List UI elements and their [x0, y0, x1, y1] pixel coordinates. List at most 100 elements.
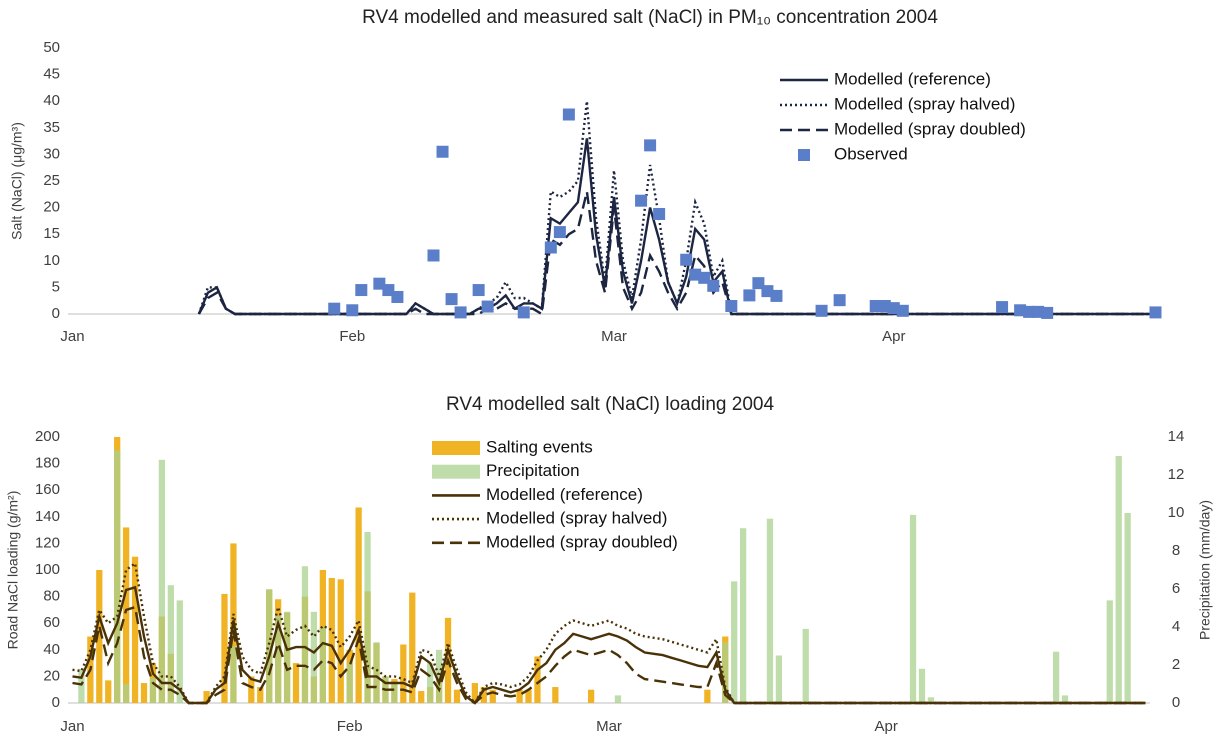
point: [833, 294, 846, 307]
y-tick-label: 15: [43, 225, 60, 242]
y-tick-label: 0: [52, 694, 60, 711]
legend-label: Observed: [834, 144, 908, 163]
x-tick-label: Jan: [60, 718, 84, 735]
x-tick-label: Feb: [337, 718, 363, 735]
point: [887, 302, 900, 315]
y-tick-label: 25: [43, 172, 60, 189]
point: [815, 304, 828, 317]
bar: [149, 678, 157, 703]
bar: [176, 600, 183, 703]
point: [743, 289, 756, 302]
plot: [72, 437, 1146, 706]
point: [553, 226, 566, 239]
y-tick-label: 50: [43, 39, 60, 56]
y-tick-label: 0: [52, 305, 60, 322]
bar: [203, 691, 210, 703]
point: [1023, 305, 1036, 318]
point: [707, 279, 720, 292]
point: [346, 304, 359, 317]
bar: [257, 687, 264, 703]
bar: [158, 459, 166, 703]
y2-tick-label: 8: [1172, 542, 1180, 559]
y-tick-label: 40: [43, 641, 60, 658]
y-tick-label: 180: [35, 455, 60, 472]
bar: [516, 689, 523, 703]
point: [653, 207, 666, 220]
legend-swatch: [432, 464, 480, 479]
bar: [918, 668, 926, 703]
y-tick-label: 30: [43, 145, 60, 162]
y-tick-label: 120: [35, 534, 60, 551]
y-axis-label: Salt (NaCl) (μg/m³): [9, 122, 25, 240]
y2-tick-label: 6: [1172, 580, 1180, 597]
y-tick-label: 20: [43, 667, 60, 684]
legend-label: Modelled (reference): [486, 485, 643, 504]
y2-tick-label: 0: [1172, 694, 1180, 711]
point: [1149, 306, 1162, 319]
bar: [248, 676, 255, 703]
point: [391, 290, 404, 303]
y2-tick-label: 12: [1168, 466, 1185, 483]
bar: [766, 518, 774, 703]
bar: [400, 644, 407, 703]
bar: [301, 566, 309, 703]
y-tick-label: 160: [35, 481, 60, 498]
y-tick-label: 45: [43, 66, 60, 83]
point: [1041, 306, 1054, 319]
x-tick-label: Apr: [882, 328, 905, 345]
bar: [427, 663, 434, 703]
y2-tick-label: 2: [1172, 656, 1180, 673]
point: [698, 271, 711, 284]
bar: [319, 627, 326, 703]
bar: [328, 577, 335, 703]
bar: [909, 514, 917, 703]
plot: [197, 101, 1162, 319]
point: [1014, 304, 1027, 317]
x-tick-label: Mar: [596, 718, 622, 735]
y-tick-label: 35: [43, 119, 60, 136]
legend-label: Precipitation: [486, 461, 580, 480]
point: [382, 284, 395, 297]
bar: [525, 689, 532, 703]
point: [445, 293, 458, 306]
y-tick-label: 100: [35, 561, 60, 578]
y-tick-label: 80: [43, 588, 60, 605]
x-tick-label: Mar: [601, 328, 627, 345]
bar: [453, 689, 461, 703]
bar: [140, 683, 148, 703]
bar: [480, 687, 487, 703]
bar: [552, 687, 559, 703]
bar: [587, 689, 595, 703]
bar: [534, 656, 541, 703]
point: [544, 241, 557, 254]
bar: [230, 646, 237, 703]
y2-tick-label: 4: [1172, 618, 1180, 635]
point: [373, 277, 386, 290]
bar: [364, 532, 371, 703]
point: [752, 277, 765, 290]
point: [328, 302, 341, 315]
y-tick-label: 60: [43, 614, 60, 631]
bar: [346, 663, 353, 703]
bar: [722, 642, 729, 703]
legend-label: Modelled (reference): [834, 69, 991, 88]
bar: [1115, 456, 1122, 703]
legend-label: Modelled (spray halved): [486, 509, 667, 528]
point: [562, 108, 575, 121]
bar: [167, 585, 174, 703]
x-tick-label: Apr: [875, 718, 898, 735]
bar: [114, 450, 121, 703]
bar: [614, 695, 622, 703]
y-tick-label: 20: [43, 199, 60, 216]
legend-label: Modelled (spray doubled): [834, 119, 1026, 138]
bar: [122, 684, 130, 703]
bar: [927, 697, 935, 703]
bar: [1106, 600, 1113, 703]
bar: [802, 628, 809, 703]
bar: [704, 689, 711, 703]
chart-title: RV4 modelled salt (NaCl) loading 2004: [446, 394, 775, 415]
chart-title: RV4 modelled and measured salt (NaCl) in…: [362, 7, 938, 28]
point: [635, 194, 648, 207]
